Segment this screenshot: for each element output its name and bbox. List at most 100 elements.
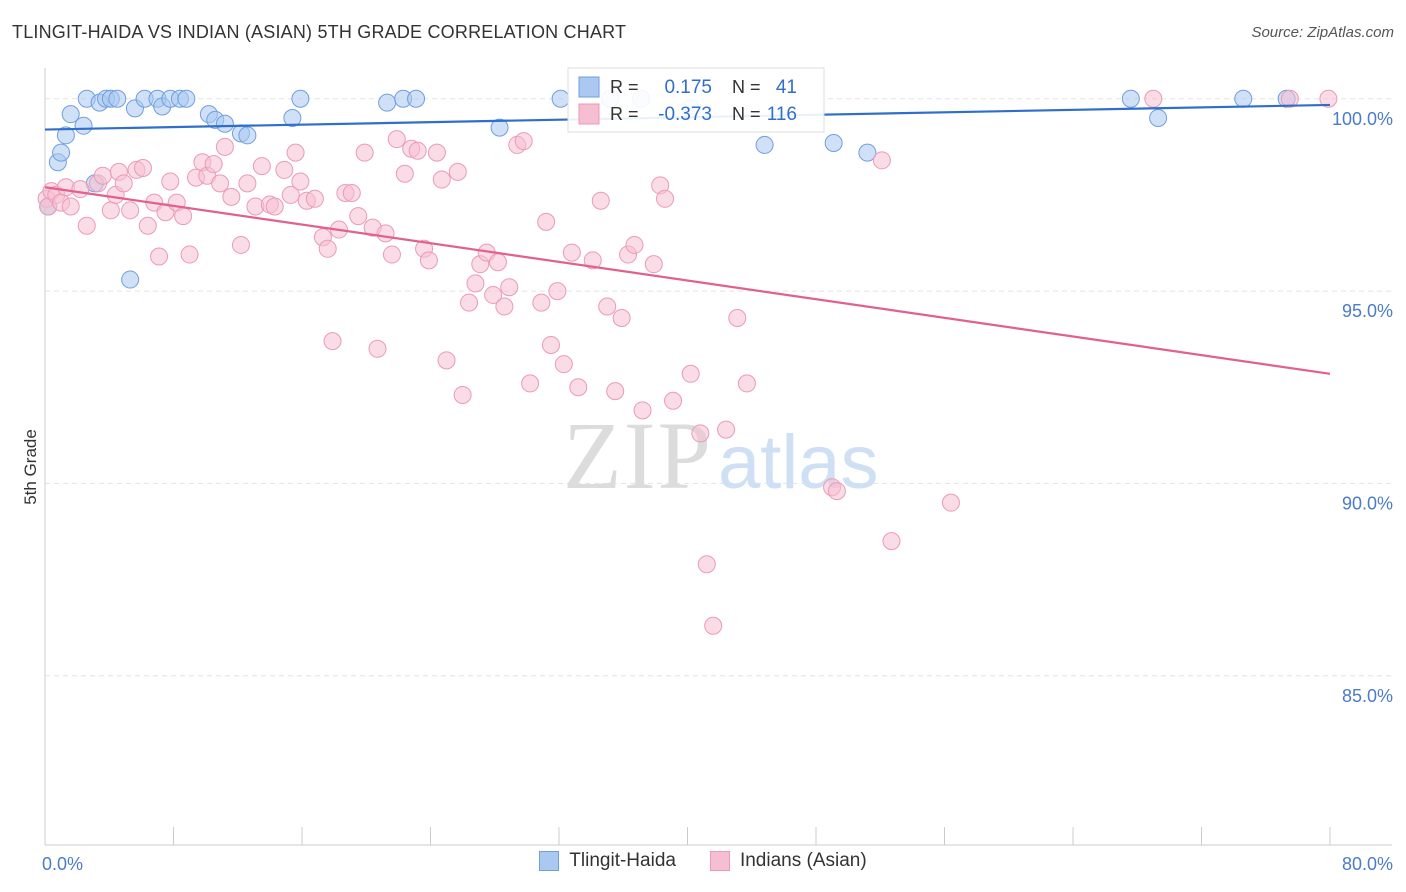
- legend-item-tlingit-haida: Tlingit-Haida: [539, 850, 676, 872]
- indians-asian-point: [448, 162, 467, 181]
- tlingit-haida-point: [755, 135, 774, 154]
- indians-asian-point: [466, 274, 485, 293]
- indians-asian-point: [537, 212, 556, 231]
- indians-asian-point: [204, 155, 223, 174]
- indians-asian-point: [281, 185, 300, 204]
- stats-r-label: R =: [610, 77, 639, 97]
- indians-asian-point: [548, 282, 567, 301]
- indians-asian-point: [598, 297, 617, 316]
- tlingit-haida-point: [74, 116, 93, 135]
- indians-asian-point: [342, 184, 361, 203]
- indians-asian-point: [591, 191, 610, 210]
- tlingit-haida-point: [56, 126, 75, 145]
- indians-asian-point: [395, 164, 414, 183]
- legend-swatch-tlingit-haida: [539, 851, 560, 871]
- stats-swatch: [578, 103, 600, 125]
- tlingit-haida-point: [858, 143, 877, 162]
- indians-asian-point: [562, 243, 581, 262]
- y-tick-label: 85.0%: [1342, 686, 1393, 706]
- y-tick-label: 90.0%: [1342, 493, 1393, 513]
- indians-asian-point: [737, 374, 756, 393]
- legend-item-indians-asian: Indians (Asian): [709, 850, 867, 872]
- indians-asian-point: [532, 293, 551, 312]
- tlingit-haida-point: [1121, 89, 1140, 108]
- indians-asian-point: [500, 278, 519, 297]
- indians-asian-point: [231, 235, 250, 254]
- axes: 100.0% 95.0% 90.0% 85.0% 0.0% 80.0%: [42, 68, 1393, 874]
- indians-asian-point: [704, 616, 723, 635]
- indians-asian-point: [432, 170, 451, 189]
- data-points: [37, 89, 1338, 635]
- indians-asian-point: [376, 224, 395, 243]
- indians-asian-point: [305, 189, 324, 208]
- legend-label-tlingit-haida: Tlingit-Haida: [569, 850, 676, 871]
- indians-asian-point: [606, 382, 625, 401]
- x-tick-label: 80.0%: [1342, 854, 1393, 874]
- legend-label-indians-asian: Indians (Asian): [739, 850, 867, 871]
- indians-asian-point: [484, 285, 503, 304]
- indians-asian-point: [382, 245, 401, 264]
- tlingit-haida-point: [551, 89, 570, 108]
- stats-r-value: 0.175: [664, 77, 712, 98]
- indians-asian-point: [941, 493, 960, 512]
- indians-asian-point: [697, 555, 716, 574]
- indians-asian-point: [453, 385, 472, 404]
- indians-asian-point: [882, 532, 901, 551]
- watermark: ZIP atlas: [563, 402, 879, 509]
- indians-asian-point: [1280, 89, 1299, 108]
- indians-asian-point: [644, 255, 663, 274]
- indians-asian-point: [495, 297, 514, 316]
- indians-asian-point: [174, 207, 193, 226]
- indians-asian-point: [349, 207, 368, 226]
- indians-asian-point: [612, 309, 631, 328]
- indians-asian-point: [583, 251, 602, 270]
- indians-asian-point: [656, 189, 675, 208]
- indians-asian-point: [827, 482, 846, 501]
- indians-asian-point: [318, 239, 337, 258]
- indians-asian-point: [872, 151, 891, 170]
- stats-n-value: 41: [776, 77, 797, 98]
- indians-asian-point: [437, 351, 456, 370]
- stats-r-value: -0.373: [658, 104, 712, 125]
- tlingit-haida-point: [238, 126, 257, 145]
- indians-asian-point: [71, 180, 90, 199]
- watermark-zip: ZIP: [563, 402, 713, 509]
- indians-asian-point: [252, 157, 271, 176]
- indians-asian-point: [728, 309, 747, 328]
- indians-asian-point: [275, 160, 294, 179]
- indians-asian-point: [691, 424, 710, 443]
- tlingit-haida-point: [61, 105, 80, 124]
- chart-title: TLINGIT-HAIDA VS INDIAN (ASIAN) 5TH GRAD…: [12, 22, 627, 42]
- indians-asian-point: [460, 293, 479, 312]
- stats-box: R = 0.175 N = 41 R = -0.373 N = 116: [567, 67, 825, 133]
- indians-asian-point: [211, 174, 230, 193]
- legend: Tlingit-Haida Indians (Asian): [0, 850, 1406, 872]
- y-tick-label: 100.0%: [1332, 109, 1393, 129]
- indians-asian-point: [717, 420, 736, 439]
- indians-asian-point: [408, 141, 427, 160]
- stats-n-label: N =: [732, 104, 761, 124]
- y-tick-label: 95.0%: [1342, 301, 1393, 321]
- tlingit-haida-point: [52, 143, 71, 162]
- tlingit-haida-point: [291, 89, 310, 108]
- stats-swatch: [578, 76, 600, 98]
- indians-asian-point: [61, 197, 80, 216]
- tlingit-haida-point: [1234, 89, 1253, 108]
- indians-asian-point: [265, 197, 284, 216]
- indians-asian-point: [488, 253, 507, 272]
- indians-asian-point: [521, 374, 540, 393]
- indians-asian-point: [121, 201, 140, 220]
- indians-asian-point: [514, 132, 533, 151]
- indians-asian-point: [222, 187, 241, 206]
- tlingit-haida-point: [490, 118, 509, 137]
- tlingit-haida-point: [1149, 109, 1168, 128]
- indians-asian-point: [133, 159, 152, 178]
- indians-asian-point: [625, 235, 644, 254]
- indians-asian-point: [569, 378, 588, 397]
- stats-r-label: R =: [610, 104, 639, 124]
- indians-asian-point: [215, 137, 234, 156]
- indians-asian-point: [355, 143, 374, 162]
- indians-asian-point: [387, 130, 406, 149]
- x-tick-label: 0.0%: [42, 854, 83, 874]
